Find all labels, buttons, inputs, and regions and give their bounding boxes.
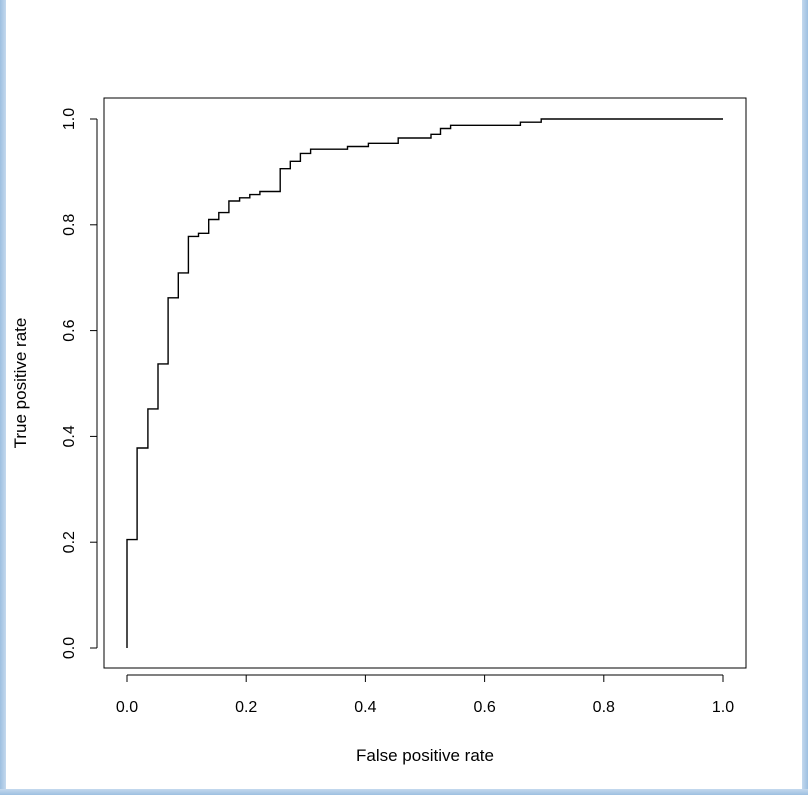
y-tick-label: 0.8: [61, 214, 78, 236]
x-tick-label: 0.2: [235, 699, 257, 716]
y-tick-label: 0.4: [61, 425, 78, 447]
y-axis-title: True positive rate: [11, 318, 30, 449]
y-tick-label: 1.0: [61, 108, 78, 130]
x-tick-label: 0.8: [593, 699, 615, 716]
y-axis: 0.0 0.2 0.4 0.6 0.8 1.0: [61, 108, 98, 659]
y-tick-label: 0.0: [61, 637, 78, 659]
window-frame-right: [802, 0, 808, 795]
x-tick-label: 1.0: [712, 699, 734, 716]
roc-curve-line: [126, 118, 723, 648]
plot-area-border: [103, 97, 747, 669]
x-tick-label: 0.6: [473, 699, 495, 716]
window-frame-bottom: [0, 789, 808, 795]
window-frame-left: [0, 0, 6, 795]
x-tick-label: 0.4: [354, 699, 376, 716]
y-tick-label: 0.6: [61, 319, 78, 341]
x-axis: 0.0 0.2 0.4 0.6 0.8 1.0: [116, 674, 734, 716]
x-tick-label: 0.0: [116, 699, 138, 716]
y-tick-label: 0.2: [61, 531, 78, 553]
x-axis-title: False positive rate: [356, 746, 494, 765]
